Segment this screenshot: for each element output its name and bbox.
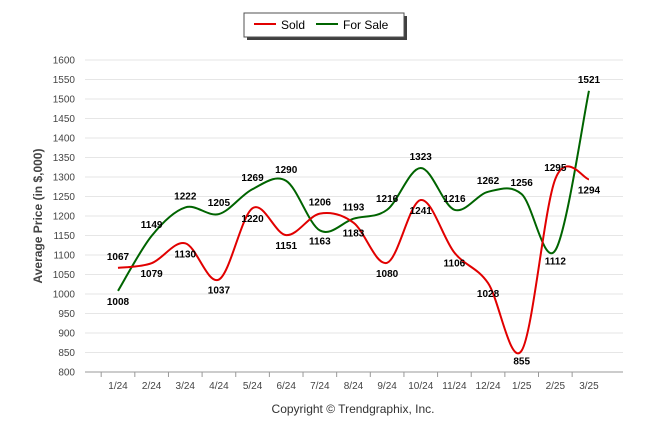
- copyright-text: Copyright © Trendgraphix, Inc.: [272, 402, 435, 416]
- y-tick-label: 1100: [53, 251, 75, 262]
- sold-data-label: 1151: [275, 241, 297, 252]
- y-tick-label: 1050: [53, 270, 76, 281]
- x-tick-label: 1/25: [512, 381, 532, 392]
- x-tick-label: 3/25: [579, 381, 599, 392]
- sold-series-line: [117, 165, 590, 355]
- y-tick-label: 800: [58, 368, 75, 379]
- x-tick-label: 2/25: [546, 381, 566, 392]
- y-axis-title: Average Price (in $,000): [31, 149, 45, 284]
- sold-data-label: 1037: [208, 286, 231, 297]
- y-tick-label: 950: [58, 309, 75, 320]
- y-tick-label: 1300: [53, 173, 76, 184]
- for-sale-data-label: 1216: [443, 194, 466, 205]
- x-tick-label: 3/24: [176, 381, 196, 392]
- y-tick-label: 1550: [53, 75, 76, 86]
- y-tick-label: 1150: [53, 231, 75, 242]
- for-sale-data-label: 1256: [511, 178, 534, 189]
- y-tick-labels: 800 850 900 950 1000 1050 1100 1150 1200 1250 1300…: [53, 56, 76, 379]
- y-tick-label: 1000: [53, 290, 76, 301]
- x-tick-label: 10/24: [408, 381, 433, 392]
- sold-data-label: 1241: [410, 206, 433, 217]
- grid: [85, 59, 623, 377]
- x-tick-label: 1/24: [108, 381, 128, 392]
- y-tick-label: 850: [58, 348, 75, 359]
- for-sale-data-label: 1112: [545, 256, 567, 267]
- x-tick-label: 4/24: [209, 381, 229, 392]
- x-tick-label: 7/24: [310, 381, 330, 392]
- for-sale-data-label: 1008: [107, 297, 130, 308]
- for-sale-data-label: 1269: [241, 173, 264, 184]
- x-tick-label: 11/24: [442, 381, 467, 392]
- legend: Sold For Sale: [243, 12, 407, 40]
- series-lines: [117, 90, 590, 355]
- legend-for-sale-label: For Sale: [343, 18, 389, 32]
- y-tick-label: 1400: [53, 134, 76, 145]
- for-sale-data-label: 1149: [141, 220, 163, 231]
- y-tick-label: 1450: [53, 114, 76, 125]
- sold-data-label: 1067: [107, 252, 130, 263]
- x-tick-label: 12/24: [476, 381, 501, 392]
- sold-data-label: 1206: [309, 198, 332, 209]
- for-sale-data-label: 1323: [410, 152, 433, 163]
- data-labels: 1067 1079 1130 1037 1220 1151 1206 1183 1080 1241…: [107, 75, 601, 368]
- for-sale-data-label: 1205: [208, 198, 231, 209]
- for-sale-data-label: 1222: [174, 191, 197, 202]
- sold-data-label: 1080: [376, 269, 399, 280]
- for-sale-series-line: [117, 90, 590, 292]
- sold-data-label: 1294: [578, 185, 601, 196]
- sold-data-label: 1079: [141, 269, 164, 280]
- for-sale-data-label: 1163: [309, 236, 331, 247]
- y-tick-label: 1250: [53, 192, 76, 203]
- sold-data-label: 1220: [241, 214, 264, 225]
- y-tick-label: 1350: [53, 153, 76, 164]
- y-tick-label: 1600: [53, 56, 76, 67]
- sold-data-label: 1183: [343, 229, 365, 240]
- for-sale-data-label: 1216: [376, 194, 399, 205]
- for-sale-data-label: 1290: [275, 165, 298, 176]
- x-tick-labels: 1/24 2/24 3/24 4/24 5/24 6/24 7/24 8/24 9/24 10/2…: [108, 381, 599, 392]
- sold-data-label: 1295: [544, 163, 567, 174]
- legend-sold-label: Sold: [281, 18, 305, 32]
- x-tick-label: 6/24: [276, 381, 296, 392]
- for-sale-data-label: 1521: [578, 75, 601, 86]
- sold-data-label: 1106: [444, 259, 466, 270]
- sold-data-label: 1028: [477, 289, 500, 300]
- x-tick-label: 9/24: [377, 381, 397, 392]
- x-tick-label: 8/24: [344, 381, 364, 392]
- for-sale-data-label: 1262: [477, 176, 500, 187]
- y-tick-label: 1500: [53, 95, 76, 106]
- for-sale-data-label: 1193: [343, 203, 365, 214]
- sold-data-label: 855: [513, 357, 530, 368]
- x-tick-label: 5/24: [243, 381, 263, 392]
- sold-data-label: 1130: [174, 249, 196, 260]
- y-tick-label: 900: [58, 329, 75, 340]
- y-tick-label: 1200: [53, 212, 76, 223]
- x-tick-label: 2/24: [142, 381, 162, 392]
